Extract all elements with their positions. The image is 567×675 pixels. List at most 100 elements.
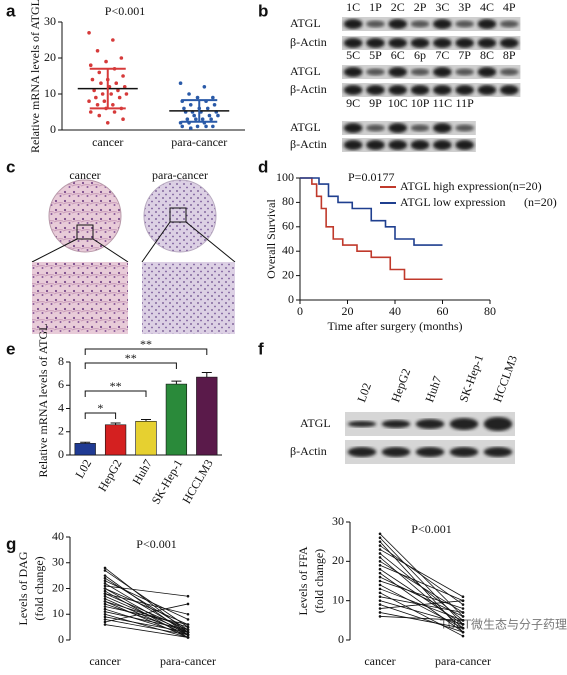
blot-band <box>410 140 430 150</box>
dot <box>103 592 107 595</box>
blot-band <box>477 85 497 95</box>
dot <box>90 77 95 82</box>
error-bar <box>141 419 151 422</box>
y-axis-label: Relative mRNA levels of ATGL <box>28 0 42 153</box>
x-tick-label: 0 <box>297 304 303 318</box>
row-label: ATGL <box>290 16 321 30</box>
dot <box>461 603 465 606</box>
bar <box>165 383 188 456</box>
dot <box>195 95 200 100</box>
paired-line <box>379 572 464 633</box>
dot <box>378 579 382 583</box>
blot-band <box>381 447 411 457</box>
lane-label: 1P <box>369 0 382 14</box>
lane-label: 8C <box>480 48 494 62</box>
dot <box>378 595 382 599</box>
row-label: ATGL <box>290 120 321 134</box>
dot <box>109 92 113 96</box>
y-tick-label: 0 <box>338 632 344 646</box>
blot-band <box>343 123 363 133</box>
panel-label: c <box>6 157 15 176</box>
dot <box>461 630 465 634</box>
blot-band <box>343 85 363 95</box>
lane-label: 10C <box>388 96 408 110</box>
paired-line <box>379 616 464 621</box>
panel-label: d <box>258 157 268 176</box>
y-tick-label: 40 <box>52 529 64 543</box>
blot-band <box>388 140 408 150</box>
y-tick-label: 20 <box>52 580 64 594</box>
blot-band <box>366 38 385 48</box>
paired-line <box>104 613 189 638</box>
dot <box>378 540 382 543</box>
dot <box>212 103 217 107</box>
y-axis-label: Relative mRNA levels of ATGL <box>36 324 50 478</box>
y-tick-label: 0 <box>50 122 56 136</box>
blot-band <box>432 123 452 133</box>
dot <box>188 126 193 130</box>
blot-band <box>483 447 513 457</box>
dot <box>192 113 196 118</box>
lane-label: 11C <box>433 96 453 110</box>
dot <box>180 124 185 129</box>
dot <box>97 70 102 75</box>
dot <box>103 597 107 601</box>
blot-band <box>449 418 479 430</box>
lane-label: 5P <box>369 48 382 62</box>
x-tick-label: Huh7 <box>130 457 155 487</box>
blot-band <box>388 85 408 95</box>
paired-line <box>104 588 189 625</box>
error-bar <box>201 371 212 378</box>
significance-bracket <box>84 362 177 369</box>
x-tick-label: L02 <box>72 457 94 481</box>
paired-line <box>104 619 189 636</box>
paired-line <box>379 564 464 602</box>
zoom-line <box>92 238 129 263</box>
blot-band <box>366 85 385 95</box>
dot <box>461 599 465 602</box>
paired-line <box>104 616 189 633</box>
paired-line <box>379 600 464 609</box>
panel-label: g <box>6 534 16 553</box>
dot <box>102 99 107 103</box>
dot <box>378 560 382 563</box>
blot-band <box>347 421 377 427</box>
chart-title: P<0.001 <box>105 4 145 18</box>
paired-line <box>104 593 189 631</box>
y-tick-label: 30 <box>332 514 344 528</box>
blot-band <box>343 38 363 48</box>
dot <box>378 607 382 610</box>
blot-band <box>343 140 363 150</box>
dot <box>103 582 107 585</box>
dot <box>100 92 105 96</box>
dot <box>87 99 91 103</box>
x-axis-label: Time after surgery (months) <box>328 319 463 333</box>
dot <box>378 548 382 551</box>
image-label: para-cancer <box>152 168 208 182</box>
dot <box>103 574 107 577</box>
lane-label: 7C <box>435 48 449 62</box>
lane-label: 4P <box>503 0 516 14</box>
y-tick-label: 20 <box>44 50 56 64</box>
paired-line <box>104 593 189 615</box>
y-tick-label: 20 <box>282 267 294 281</box>
paired-line <box>379 600 464 625</box>
image-label: cancer <box>69 168 100 182</box>
paired-line <box>104 603 189 623</box>
survival-curve <box>300 177 443 246</box>
lane-label: HCCLM3 <box>490 353 520 404</box>
row-label: β-Actin <box>290 444 327 458</box>
paired-line <box>104 606 189 625</box>
paired-line <box>379 584 464 629</box>
significance-label: * <box>97 401 103 415</box>
y-tick-label: 30 <box>52 555 64 569</box>
lane-label: 10P <box>411 96 430 110</box>
blot-band <box>388 67 408 77</box>
dot <box>186 630 190 634</box>
row-label: ATGL <box>290 64 321 78</box>
dot <box>119 56 124 60</box>
dot <box>103 618 107 621</box>
dot <box>461 626 465 630</box>
dot <box>103 569 107 572</box>
